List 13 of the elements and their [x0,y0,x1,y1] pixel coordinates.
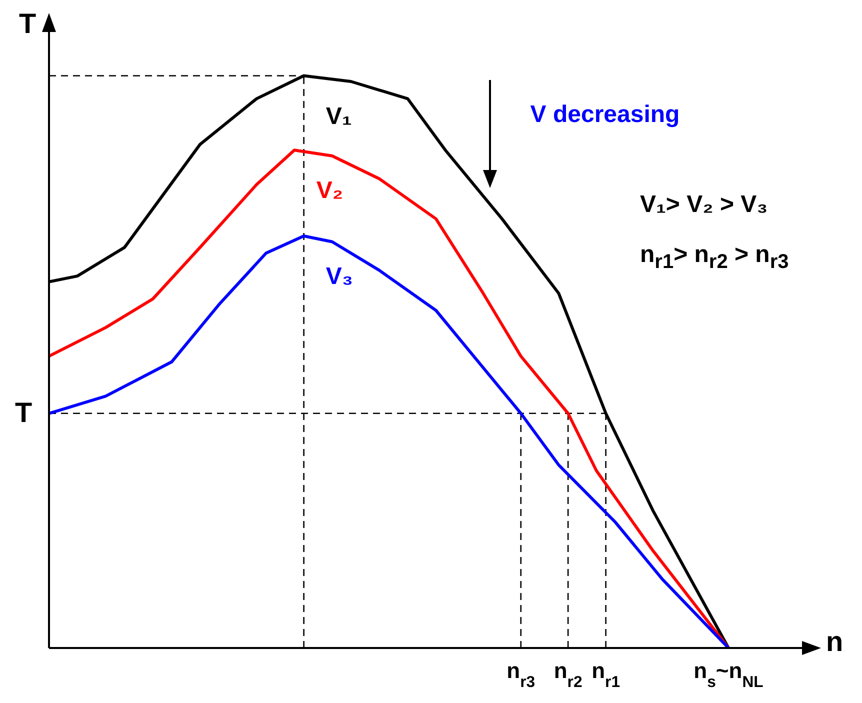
annotation: V₁> V₂ > V₃ [640,190,768,220]
x-tick-label: n$_{s}$~n$_{NL}$ [694,658,764,690]
x-tick-label: n$_{r1}$ [592,658,620,690]
x-axis-title: n [826,626,844,658]
x-tick-label: n$_{r3}$ [506,658,536,690]
annotation: V decreasing [529,100,681,130]
series-label: V₂ [316,177,344,204]
series-label: V₃ [326,263,353,290]
annotation: n$_{r1}$> n$_{r2}$ > n$_{r3}$ [640,240,789,275]
y-axis-title: T [19,8,36,40]
x-tick-label: n$_{r2}$ [554,658,582,690]
ref-line-label: T [15,397,32,430]
series-label: V₁ [326,102,352,130]
